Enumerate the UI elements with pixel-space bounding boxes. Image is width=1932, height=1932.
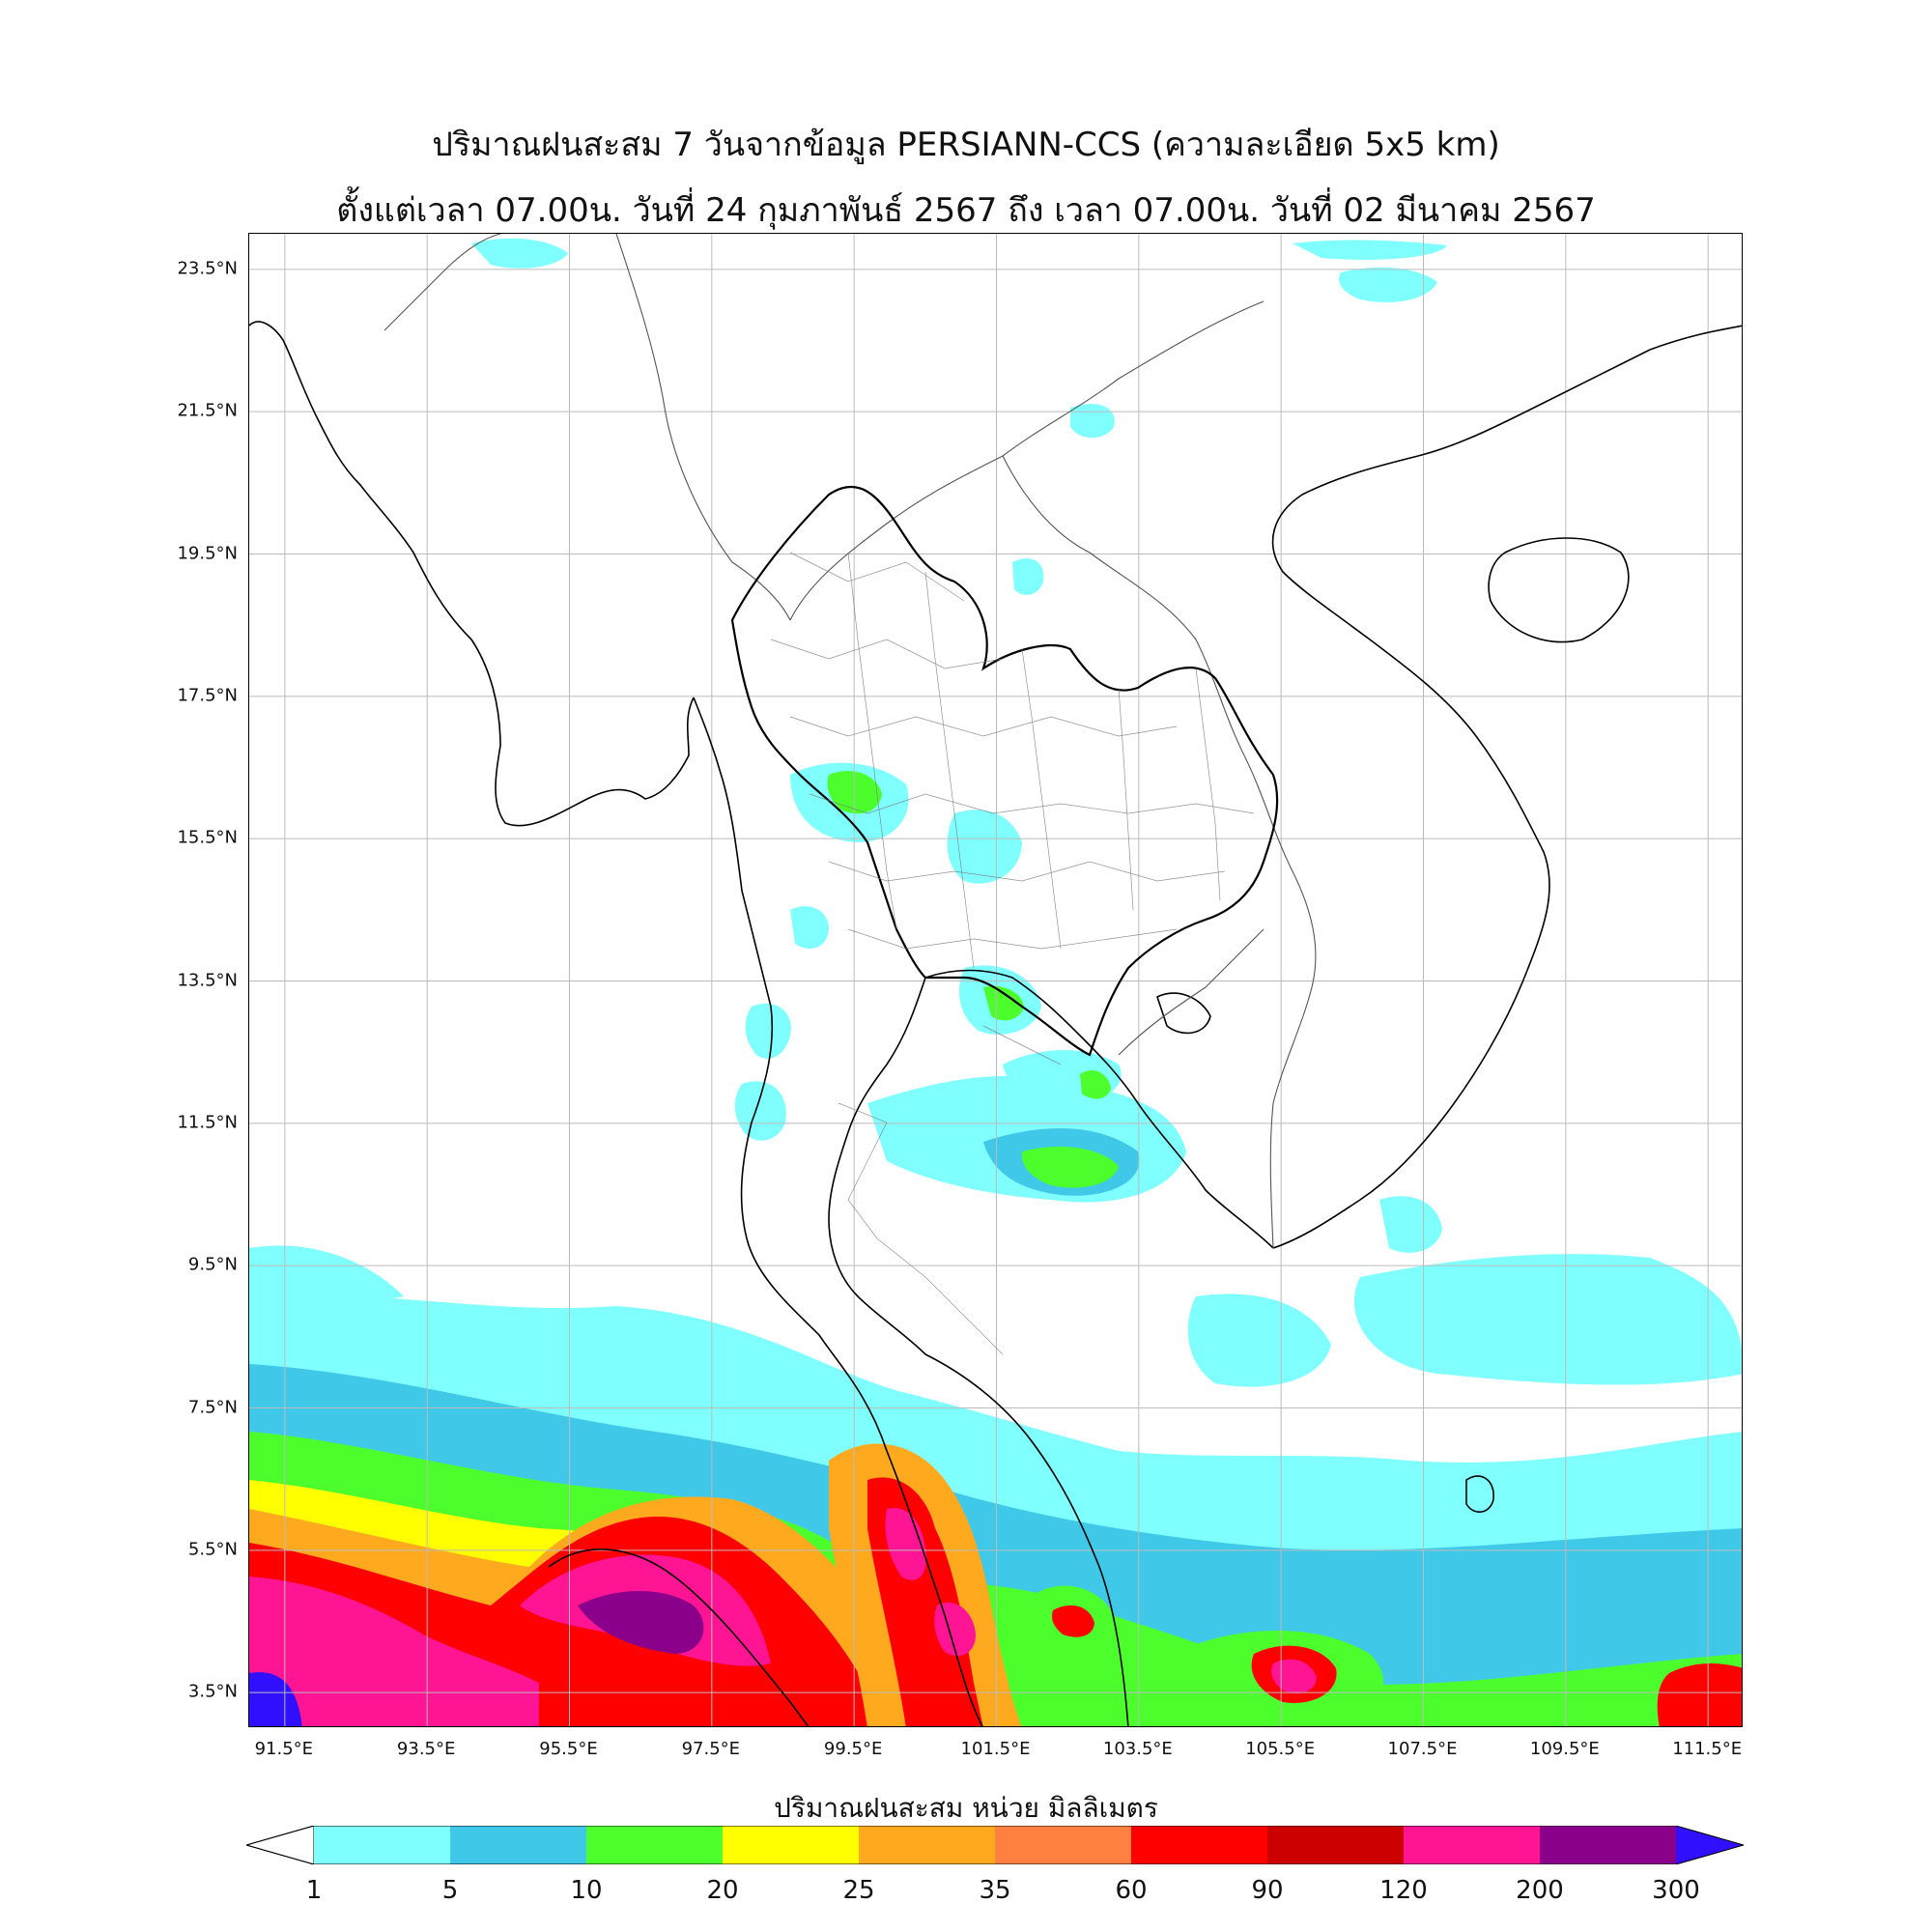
lat-tick-label: 5.5°N [187, 1539, 238, 1560]
rain-area-light-southeast [1353, 1254, 1742, 1385]
lat-tick-label: 17.5°N [177, 685, 238, 706]
thailand-border [730, 485, 1279, 1057]
rain-area-light-china-2 [471, 238, 568, 269]
colorbar-tick-label: 120 [1379, 1876, 1428, 1905]
rain-area-light-vietnam-coast [1379, 1196, 1442, 1253]
colorbar-under-arrow [246, 1826, 315, 1864]
lon-tick-label: 109.5°E [1529, 1739, 1600, 1759]
lon-tick-label: 95.5°E [539, 1739, 598, 1759]
lat-lon-grid [249, 234, 1742, 1726]
rain-area-red-gulf-east [1052, 1605, 1094, 1637]
lat-tick-label: 19.5°N [177, 543, 238, 563]
rain-area-light-china-3 [1293, 240, 1447, 260]
colorbar-tick-label: 5 [441, 1876, 459, 1905]
colorbar [246, 1826, 1744, 1864]
colorbar-tick-label: 25 [842, 1876, 875, 1905]
lat-tick-label: 7.5°N [187, 1397, 238, 1417]
rain-area-light-china-1 [1339, 267, 1437, 302]
colorbar-tick-label: 1 [305, 1876, 323, 1905]
colorbar-segment [1267, 1826, 1404, 1864]
lat-tick-label: 21.5°N [177, 400, 238, 421]
lon-tick-label: 107.5°E [1387, 1739, 1458, 1759]
rain-area-light-central-2 [947, 810, 1022, 884]
colorbar-tick-label: 90 [1251, 1876, 1284, 1905]
lon-tick-label: 105.5°E [1245, 1739, 1316, 1759]
colorbar-title: ปริมาณฝนสะสม หน่วย มิลลิเมตร [774, 1792, 1158, 1824]
rain-area-light-andaman [745, 1003, 791, 1059]
map-title-line2: ตั้งแต่เวลา 07.00น. วันที่ 24 กุมภาพันธ์… [336, 191, 1596, 230]
colorbar-tick-label: 10 [570, 1876, 603, 1905]
colorbar-tick-label: 20 [706, 1876, 739, 1905]
lat-tick-label: 11.5°N [177, 1112, 238, 1133]
lon-tick-label: 91.5°E [254, 1739, 314, 1759]
colorbar-segment [723, 1826, 859, 1864]
colorbar-tick-label: 35 [979, 1876, 1011, 1905]
rain-area-magenta-scs [1271, 1659, 1317, 1694]
lat-tick-label: 23.5°N [177, 258, 238, 279]
lat-tick-label: 9.5°N [187, 1254, 238, 1275]
country-borders [384, 234, 1317, 1249]
colorbar-segment [586, 1826, 723, 1864]
rain-area-light-laos [1070, 404, 1115, 439]
rain-area-green-gulf [1021, 1147, 1119, 1188]
colorbar-segment [450, 1826, 586, 1864]
colorbar-tick-label: 60 [1115, 1876, 1148, 1905]
colorbar-segment [995, 1826, 1131, 1864]
lon-tick-label: 103.5°E [1102, 1739, 1173, 1759]
rain-area-green-trat [1080, 1069, 1111, 1099]
rainfall-map [248, 233, 1743, 1727]
colorbar-segment [1131, 1826, 1267, 1864]
lon-tick-label: 97.5°E [681, 1739, 741, 1759]
rain-area-light-myanmar-coast [734, 1081, 786, 1141]
lon-tick-label: 111.5°E [1672, 1739, 1743, 1759]
rain-area-light-southeast-2 [1187, 1293, 1331, 1387]
rain-area-green-central-1 [827, 771, 882, 814]
map-title-line1: ปริมาณฝนสะสม 7 วันจากข้อมูล PERSIANN-CCS… [432, 126, 1500, 164]
lat-tick-label: 13.5°N [177, 970, 238, 990]
map-canvas [249, 234, 1742, 1726]
colorbar-tick-label: 300 [1652, 1876, 1700, 1905]
rain-area-purple-west [578, 1591, 704, 1654]
rain-area-red-east [1657, 1663, 1742, 1726]
lon-tick-label: 93.5°E [396, 1739, 456, 1759]
colorbar-tick-label: 200 [1516, 1876, 1564, 1905]
colorbar-segment [1540, 1826, 1676, 1864]
rain-area-magenta-peninsula [885, 1508, 926, 1580]
coastlines [249, 321, 1742, 1726]
lat-tick-label: 3.5°N [187, 1681, 238, 1702]
rain-area-blue-max [249, 1672, 302, 1726]
colorbar-segment [859, 1826, 995, 1864]
colorbar-over-arrow [1676, 1826, 1744, 1864]
province-boundaries [770, 552, 1255, 1355]
colorbar-segment [314, 1826, 450, 1864]
colorbar-segment [1404, 1826, 1540, 1864]
rainfall-field [249, 238, 1742, 1726]
rain-area-light-west-thai [790, 906, 829, 949]
lon-tick-label: 99.5°E [823, 1739, 883, 1759]
lon-tick-label: 101.5°E [960, 1739, 1031, 1759]
rain-area-light-north [1012, 558, 1044, 595]
rain-area-green-central-3 [983, 985, 1024, 1021]
lat-tick-label: 15.5°N [177, 827, 238, 848]
rain-area-magenta-southwest [249, 1577, 539, 1726]
